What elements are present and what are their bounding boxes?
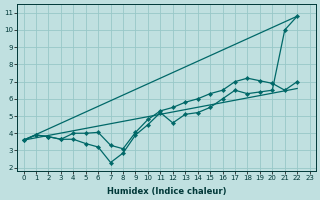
X-axis label: Humidex (Indice chaleur): Humidex (Indice chaleur) bbox=[107, 187, 226, 196]
